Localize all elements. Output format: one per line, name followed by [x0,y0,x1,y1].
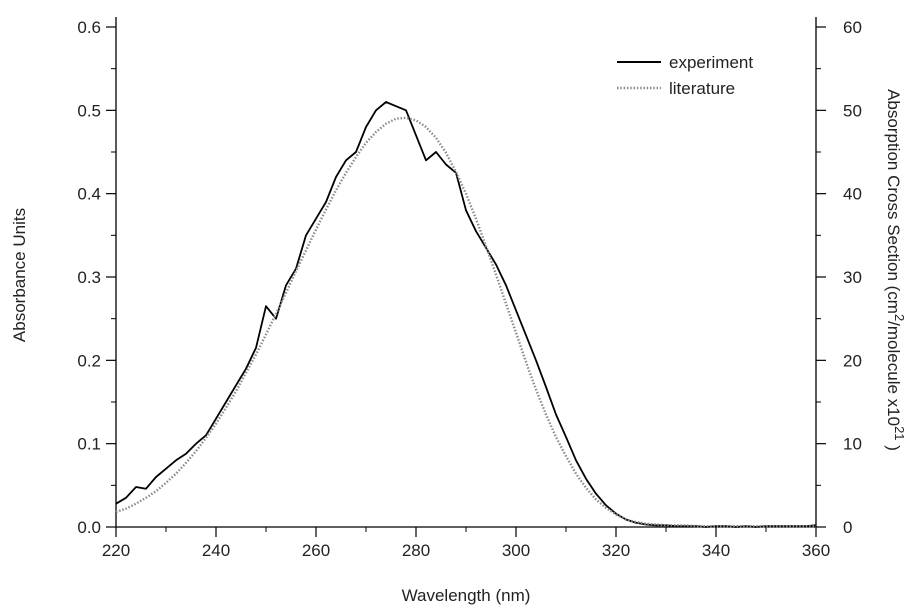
y-right-tick-label: 0 [843,518,852,537]
y-left-tick-label: 0.5 [77,101,101,120]
y-left-tick-label: 0.3 [77,268,101,287]
x-tick-label: 260 [302,541,330,560]
series-line-literature [115,116,816,528]
y-right-tick-label: 30 [843,268,862,287]
x-tick-label: 300 [502,541,530,560]
y-left-tick-label: 0.4 [77,185,101,204]
y-right-label-part: ) [884,441,903,451]
x-tick-label: 340 [702,541,730,560]
y-right-tick-label: 60 [843,18,862,37]
x-tick-label: 220 [102,541,130,560]
y-right-tick-label: 40 [843,185,862,204]
series-line-experiment [115,101,817,528]
y-right-label-superscript: 2 [893,314,908,321]
x-tick-label: 320 [602,541,630,560]
y-right-label-part: /molecule x10 [884,321,903,426]
y-left-tick-label: 0.6 [77,18,101,37]
y-axis-right-label: Absorption Cross Section (cm2/molecule x… [884,89,908,451]
x-tick-label: 240 [202,541,230,560]
y-left-tick-label: 0.2 [77,351,101,370]
axes-layer: 220 240 260 280 300 320 340 3600.00.10.20.30.40… [77,17,862,560]
y-left-tick-label: 0.0 [77,518,101,537]
x-axis-label: Wavelength (nm) [402,586,531,605]
y-left-tick-label: 0.1 [77,435,101,454]
x-tick-label: 280 [402,541,430,560]
series-layer [115,101,817,528]
y-right-label-superscript: 21 [893,426,908,440]
legend-label-experiment: experiment [669,53,753,72]
legend: experiment literature [617,53,753,98]
y-axis-left-label: Absorbance Units [10,208,29,342]
y-right-label-part: Absorption Cross Section (cm [884,89,903,314]
x-tick-label: 360 [802,541,830,560]
y-right-tick-label: 10 [843,435,862,454]
y-right-tick-label: 50 [843,101,862,120]
legend-label-literature: literature [669,79,735,98]
y-right-tick-label: 20 [843,351,862,370]
